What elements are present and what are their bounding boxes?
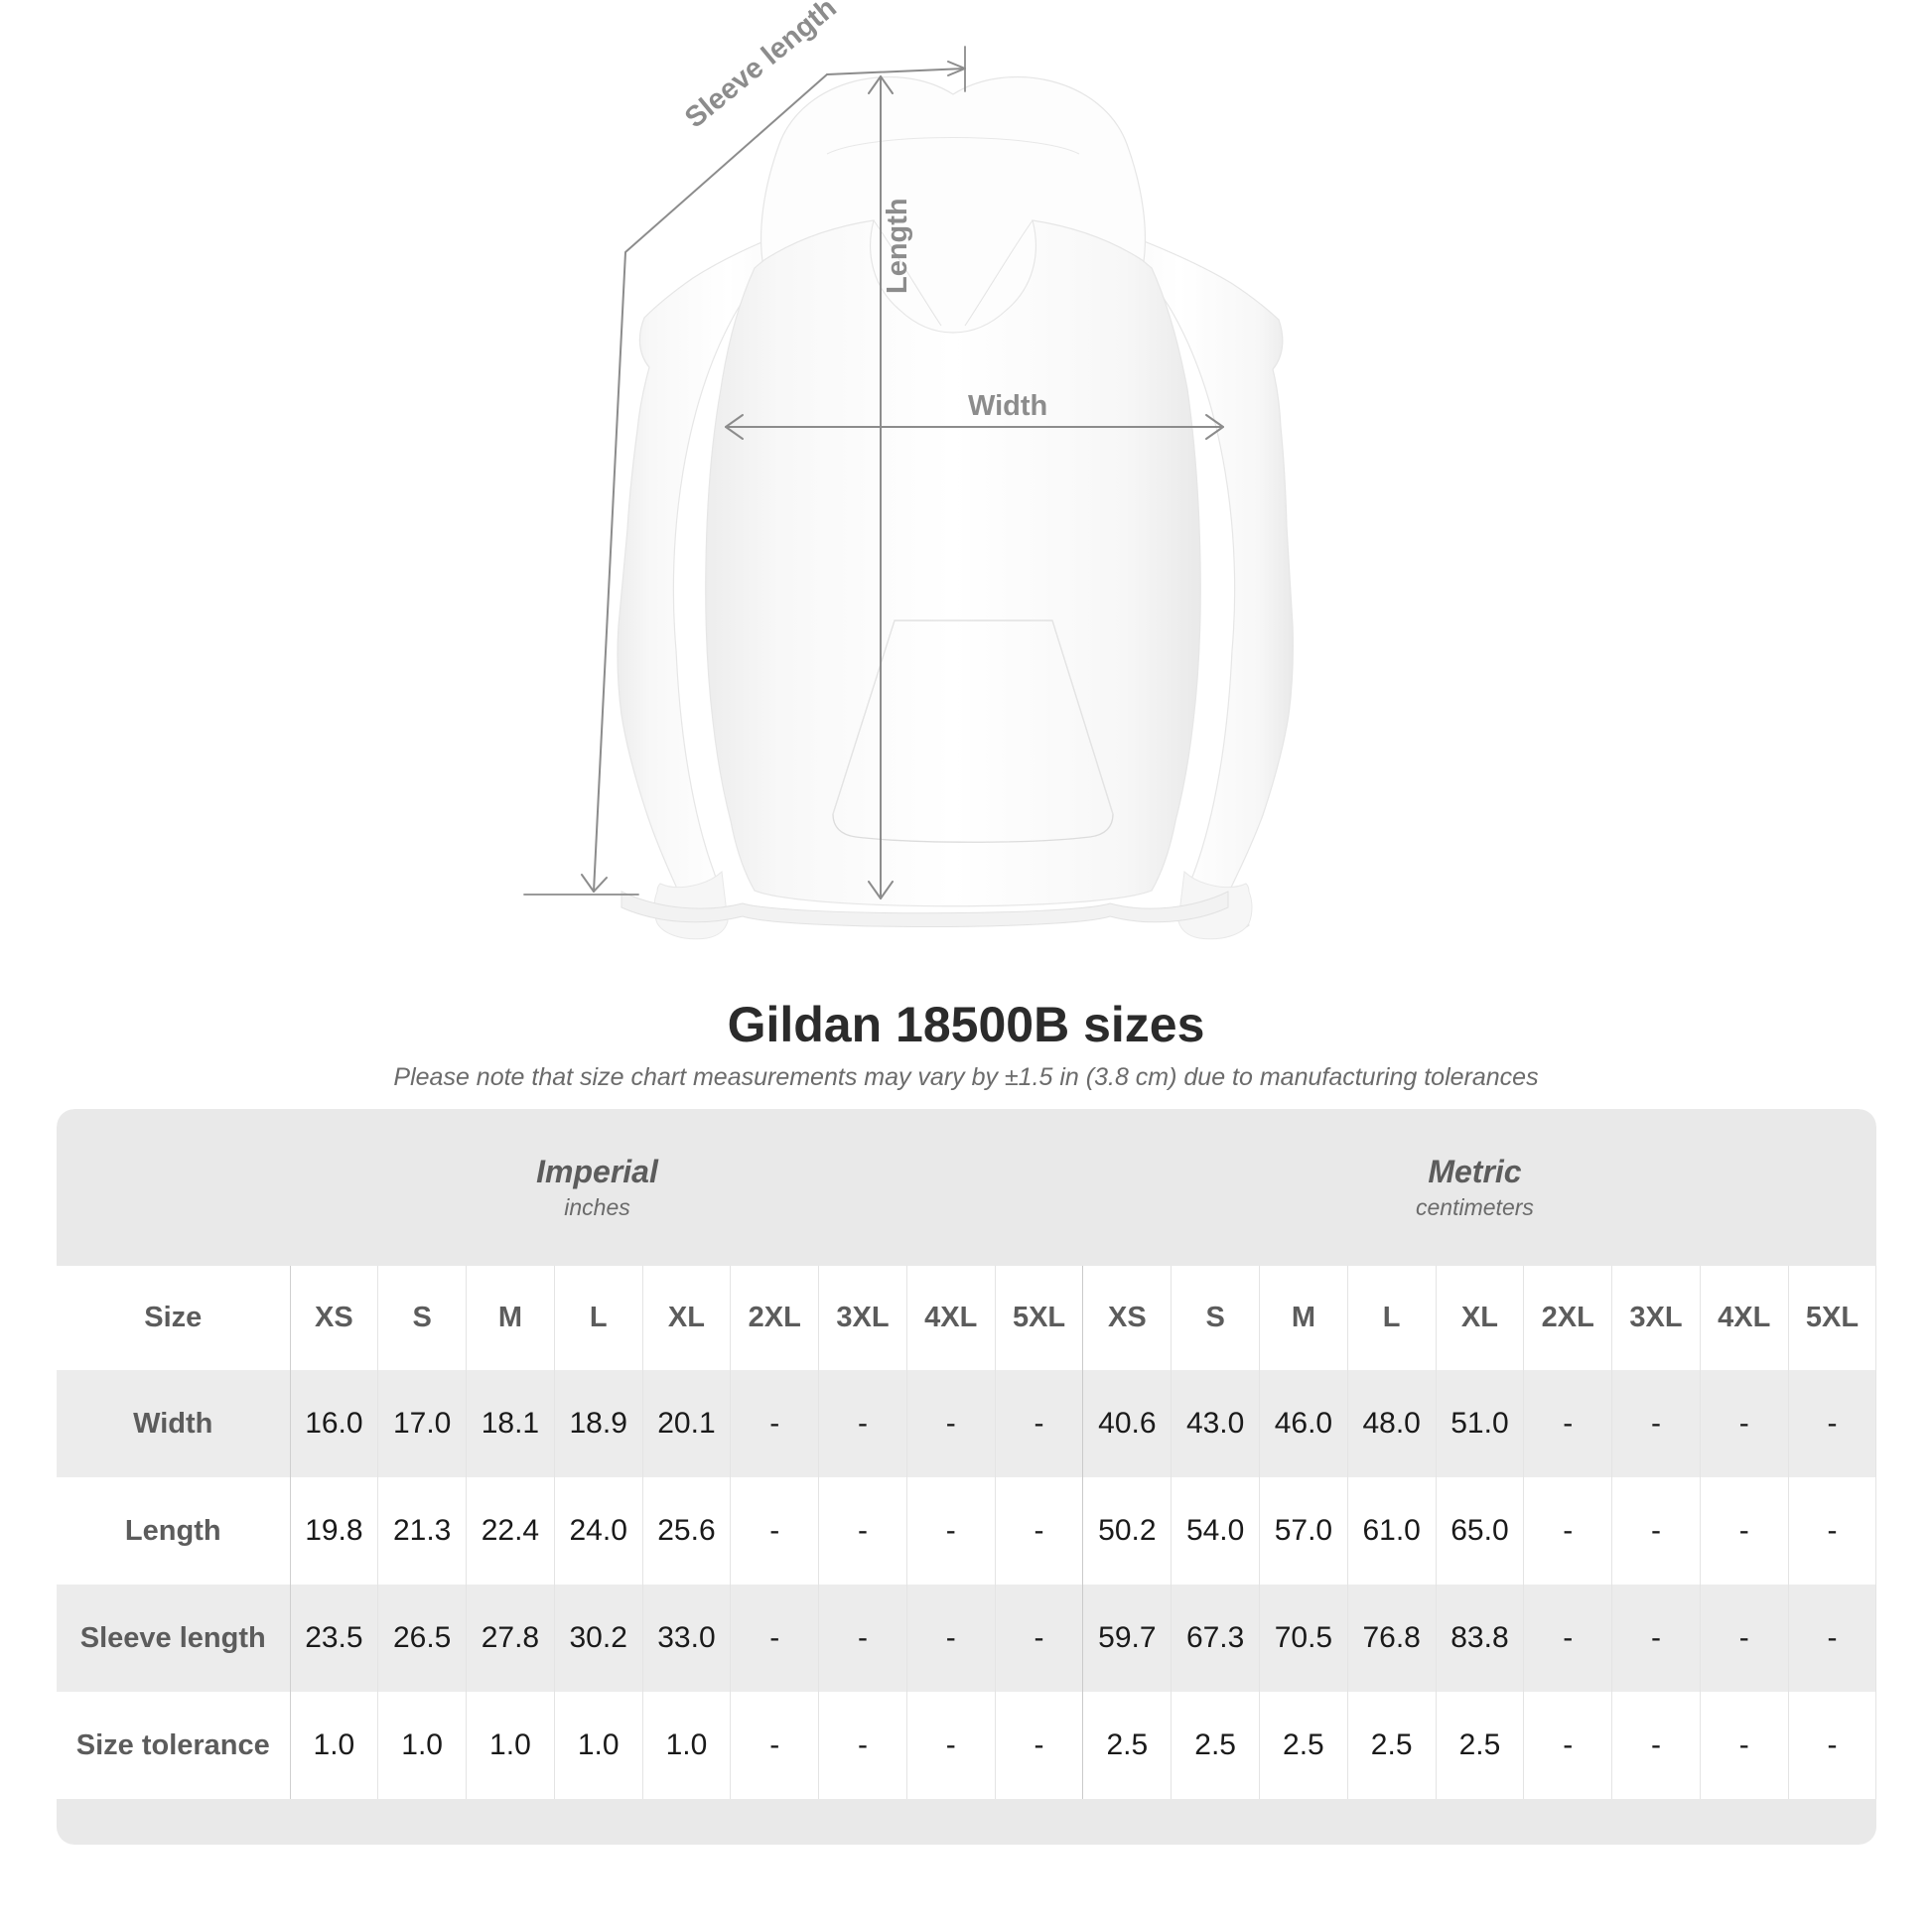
svg-text:Width: Width — [968, 390, 1047, 422]
svg-text:Length: Length — [882, 198, 913, 294]
